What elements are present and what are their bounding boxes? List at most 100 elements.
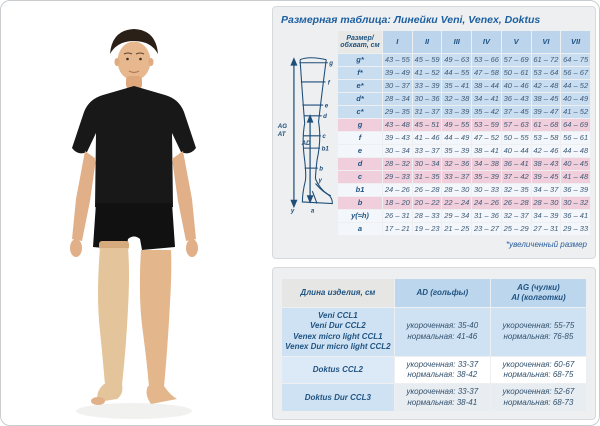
size-row-label: c	[338, 171, 382, 183]
size-value-cell: 22 – 24	[442, 197, 472, 209]
size-row-g: g* 43 – 55 45 – 59 49 – 63 53 – 66 57 – 69 61 …	[338, 54, 590, 66]
size-value-cell: 30 – 37	[383, 80, 412, 92]
size-value-cell: 56 – 61	[561, 132, 590, 144]
size-value-cell: 40 – 45	[561, 158, 590, 170]
size-value-cell: 39 – 45	[531, 171, 561, 183]
size-value-cell: 36 – 39	[561, 184, 590, 196]
size-value-cell: 24 – 26	[383, 184, 412, 196]
size-row-yh: y(≈h) 26 – 31 28 – 33 29 – 34 31 – 36 32 – 37…	[338, 210, 590, 222]
size-value-cell: 34 – 37	[531, 184, 561, 196]
size-value-cell: 38 – 44	[472, 80, 501, 92]
size-value-cell: 27 – 31	[531, 223, 561, 235]
size-value-cell: 18 – 20	[383, 197, 412, 209]
size-value-cell: 32 – 38	[442, 93, 472, 105]
length-table: Длина изделия, см AD (гольфы) AG (чулки) A…	[281, 278, 587, 412]
size-value-cell: 37 – 42	[501, 171, 531, 183]
model-photo-illustration	[70, 29, 198, 419]
ag-length-cell: укороченная: 55-75 нормальная: 76-85	[490, 308, 586, 356]
ad-range-line: укороченная: 33-37	[406, 359, 479, 369]
shorts	[93, 203, 175, 250]
size-value-cell: 31 – 36	[472, 210, 501, 222]
size-value-cell: 29 – 33	[561, 223, 590, 235]
size-value-cell: 53 – 58	[531, 132, 561, 144]
size-value-cell: 35 – 39	[442, 145, 472, 157]
size-value-cell: 45 – 51	[412, 119, 442, 131]
size-value-cell: 44 – 48	[561, 145, 590, 157]
length-column-header-2: AG (чулки) AI (колготки)	[490, 279, 586, 307]
size-row-label: b1	[338, 184, 382, 196]
size-value-cell: 36 – 41	[501, 158, 531, 170]
size-value-cell: 40 – 49	[561, 93, 590, 105]
size-value-cell: 42 – 46	[531, 145, 561, 157]
size-value-cell: 33 – 37	[442, 171, 472, 183]
size-value-cell: 29 – 33	[383, 171, 412, 183]
size-row-a: a 17 – 21 19 – 23 21 – 25 23 – 27 25 – 29 27 –…	[338, 223, 590, 235]
size-value-cell: 29 – 35	[383, 106, 412, 118]
size-row-label: b	[338, 197, 382, 209]
length-row-1: Doktus CCL2 укороченная: 33-37 нормальная:…	[282, 356, 586, 384]
size-row-g: g 43 – 48 45 – 51 49 – 55 53 – 59 57 – 63 61 –…	[338, 119, 590, 131]
product-models: Doktus CCL2	[282, 356, 394, 384]
size-value-cell: 30 – 34	[383, 145, 412, 157]
bare-leg	[139, 250, 172, 387]
size-value-cell: 43 – 55	[383, 54, 412, 66]
size-value-cell: 26 – 28	[501, 197, 531, 209]
size-row-c: c 29 – 33 31 – 35 33 – 37 35 – 39 37 – 42 39 –…	[338, 171, 590, 183]
ad-range-line: укороченная: 35-40	[406, 321, 479, 331]
size-table-title: Размерная таблица: Линейки Veni, Venex, …	[281, 14, 541, 26]
size-row-f: f* 39 – 49 41 – 52 44 – 55 47 – 58 50 – 61 53 …	[338, 67, 590, 79]
size-value-cell: 26 – 28	[412, 184, 442, 196]
size-value-cell: 43 – 48	[383, 119, 412, 131]
ad-range-line: нормальная: 38-41	[407, 397, 478, 407]
length-row-0: Veni CCL1 Veni Dur CCL2 Venex micro ligh…	[282, 308, 586, 356]
left-arm	[72, 151, 96, 241]
size-value-cell: 53 – 64	[531, 67, 561, 79]
size-value-cell: 64 – 69	[561, 119, 590, 131]
size-value-cell: 23 – 27	[472, 223, 501, 235]
size-value-cell: 39 – 47	[531, 106, 561, 118]
size-value-cell: 21 – 25	[442, 223, 472, 235]
ad-length-cell: укороченная: 35-40 нормальная: 41-46	[394, 308, 490, 356]
enlarged-size-footnote: *увеличенный размер	[506, 240, 587, 249]
size-value-cell: 41 – 46	[412, 132, 442, 144]
size-value-cell: 36 – 41	[561, 210, 590, 222]
size-row-f: f 39 – 43 41 – 46 44 – 49 47 – 52 50 – 55 53 –…	[338, 132, 590, 144]
ag-range-line: укороченная: 60-67	[502, 359, 575, 369]
length-column-header-1: AD (гольфы)	[394, 279, 490, 307]
size-value-cell: 38 – 45	[531, 93, 561, 105]
size-value-cell: 24 – 26	[472, 197, 501, 209]
size-value-cell: 30 – 33	[472, 184, 501, 196]
size-value-cell: 39 – 43	[383, 132, 412, 144]
size-value-cell: 50 – 61	[501, 67, 531, 79]
size-value-cell: 33 – 37	[412, 145, 442, 157]
size-value-cell: 57 – 69	[501, 54, 531, 66]
size-value-cell: 53 – 66	[472, 54, 501, 66]
size-value-cell: 30 – 34	[412, 158, 442, 170]
size-value-cell: 49 – 55	[442, 119, 472, 131]
size-value-cell: 20 – 22	[412, 197, 442, 209]
size-value-cell: 64 – 75	[561, 54, 590, 66]
length-table-header-row: Длина изделия, см AD (гольфы) AG (чулки) A…	[282, 279, 586, 307]
size-column-header-I: I	[383, 31, 412, 53]
diagram-label-a: a	[311, 208, 315, 215]
size-value-cell: 49 – 63	[442, 54, 472, 66]
size-value-cell: 47 – 58	[472, 67, 501, 79]
size-value-cell: 53 – 59	[472, 119, 501, 131]
diagram-label-c: c	[322, 133, 326, 140]
size-value-cell: 32 – 37	[501, 210, 531, 222]
size-value-cell: 31 – 37	[412, 106, 442, 118]
size-value-cell: 44 – 55	[442, 67, 472, 79]
size-value-cell: 38 – 43	[531, 158, 561, 170]
ad-length-cell: укороченная: 33-37 нормальная: 38-41	[394, 384, 490, 412]
size-row-label: e	[338, 145, 382, 157]
ag-range-line: нормальная: 76-85	[503, 331, 574, 341]
diagram-label-d: d	[323, 113, 327, 120]
ag-range-line: нормальная: 68-75	[503, 369, 574, 379]
size-value-cell: 36 – 43	[501, 93, 531, 105]
diagram-label-b1: b1	[322, 145, 330, 152]
ad-range-line: нормальная: 38-42	[407, 369, 478, 379]
size-row-label: c*	[338, 106, 382, 118]
size-row-label: g	[338, 119, 382, 131]
size-value-cell: 28 – 30	[531, 197, 561, 209]
stocking-top-band	[99, 241, 129, 250]
